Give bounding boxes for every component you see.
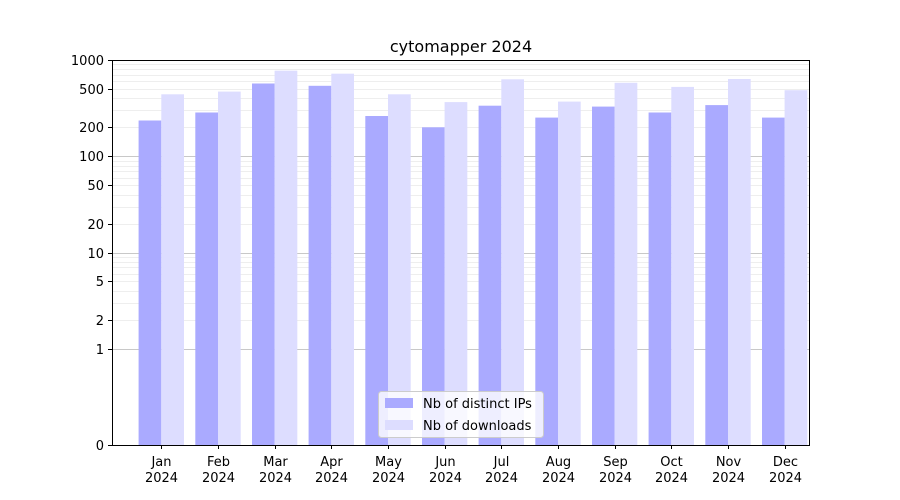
bar-downloads xyxy=(614,82,638,446)
x-tick-label-month: Mar xyxy=(263,455,288,470)
bar-distinct-ips xyxy=(308,85,332,446)
plot-frame xyxy=(112,60,810,446)
x-tick-label-month: Nov xyxy=(716,455,742,470)
legend: Nb of distinct IPs Nb of downloads xyxy=(378,391,544,438)
y-tick-label: 2 xyxy=(96,314,104,329)
y-tick-label: 0 xyxy=(96,439,104,454)
bar-distinct-ips xyxy=(478,105,502,445)
x-axis: Jan2024Feb2024Mar2024Apr2024May2024Jun20… xyxy=(145,445,802,486)
bar-downloads xyxy=(558,101,581,445)
x-tick-label-month: Oct xyxy=(660,455,682,470)
x-tick-label-year: 2024 xyxy=(315,471,348,486)
y-tick-label: 20 xyxy=(87,218,104,233)
bar-distinct-ips xyxy=(592,106,615,445)
bar-downloads xyxy=(218,91,241,445)
x-tick-label-year: 2024 xyxy=(372,471,405,486)
bar-downloads xyxy=(501,79,524,446)
x-tick-label-year: 2024 xyxy=(429,471,462,486)
bar-downloads xyxy=(161,94,184,446)
bar-distinct-ips xyxy=(138,120,162,445)
x-tick-label-month: Aug xyxy=(546,455,571,470)
legend-swatch-distinct-ips xyxy=(385,398,413,408)
x-tick-label-month: Apr xyxy=(320,455,343,470)
bar-distinct-ips xyxy=(422,127,445,446)
y-tick-label: 10 xyxy=(87,247,104,262)
bar-downloads xyxy=(671,86,694,446)
legend-box xyxy=(378,391,544,438)
bar-downloads xyxy=(388,94,411,446)
bar-distinct-ips xyxy=(365,116,388,445)
y-tick-label: 100 xyxy=(79,150,104,165)
bar-distinct-ips xyxy=(762,117,785,445)
x-tick-label-month: Jan xyxy=(150,455,171,470)
bars xyxy=(138,70,808,446)
y-tick-label: 50 xyxy=(87,179,104,194)
chart-title: cytomapper 2024 xyxy=(390,37,532,56)
y-tick-label: 200 xyxy=(79,121,104,136)
y-tick-label: 5 xyxy=(96,275,104,290)
bar-distinct-ips xyxy=(648,112,672,445)
legend-label-distinct-ips: Nb of distinct IPs xyxy=(423,397,532,412)
bar-distinct-ips xyxy=(705,105,728,445)
x-tick-label-month: Dec xyxy=(773,455,798,470)
legend-swatch-downloads xyxy=(385,420,413,430)
bar-distinct-ips xyxy=(252,83,275,445)
bar-downloads xyxy=(784,90,808,445)
y-tick-label: 1000 xyxy=(71,54,104,69)
x-tick-label-year: 2024 xyxy=(769,471,802,486)
bar-downloads xyxy=(444,102,468,445)
x-tick-label-year: 2024 xyxy=(542,471,575,486)
x-tick-label-month: Jun xyxy=(434,455,455,470)
legend-label-downloads: Nb of downloads xyxy=(423,419,532,434)
bar-distinct-ips xyxy=(535,117,558,445)
bar-downloads xyxy=(728,79,751,445)
x-tick-label-year: 2024 xyxy=(712,471,745,486)
y-axis: 0 1 2 5 10 20 50 100 200 500 1000 xyxy=(71,54,112,454)
y-tick-label: 1 xyxy=(96,343,104,358)
x-tick-label-year: 2024 xyxy=(145,471,178,486)
x-tick-label-month: May xyxy=(375,455,402,470)
x-tick-label-year: 2024 xyxy=(485,471,518,486)
x-tick-label-month: Sep xyxy=(603,455,628,470)
bar-distinct-ips xyxy=(195,112,218,445)
x-tick-label-month: Jul xyxy=(493,455,510,470)
x-tick-label-year: 2024 xyxy=(259,471,292,486)
x-tick-label-month: Feb xyxy=(207,455,230,470)
x-tick-label-year: 2024 xyxy=(655,471,688,486)
y-tick-label: 500 xyxy=(79,83,104,98)
bar-downloads xyxy=(331,73,354,445)
x-tick-label-year: 2024 xyxy=(599,471,632,486)
x-tick-label-year: 2024 xyxy=(202,471,235,486)
bar-downloads xyxy=(274,70,298,445)
